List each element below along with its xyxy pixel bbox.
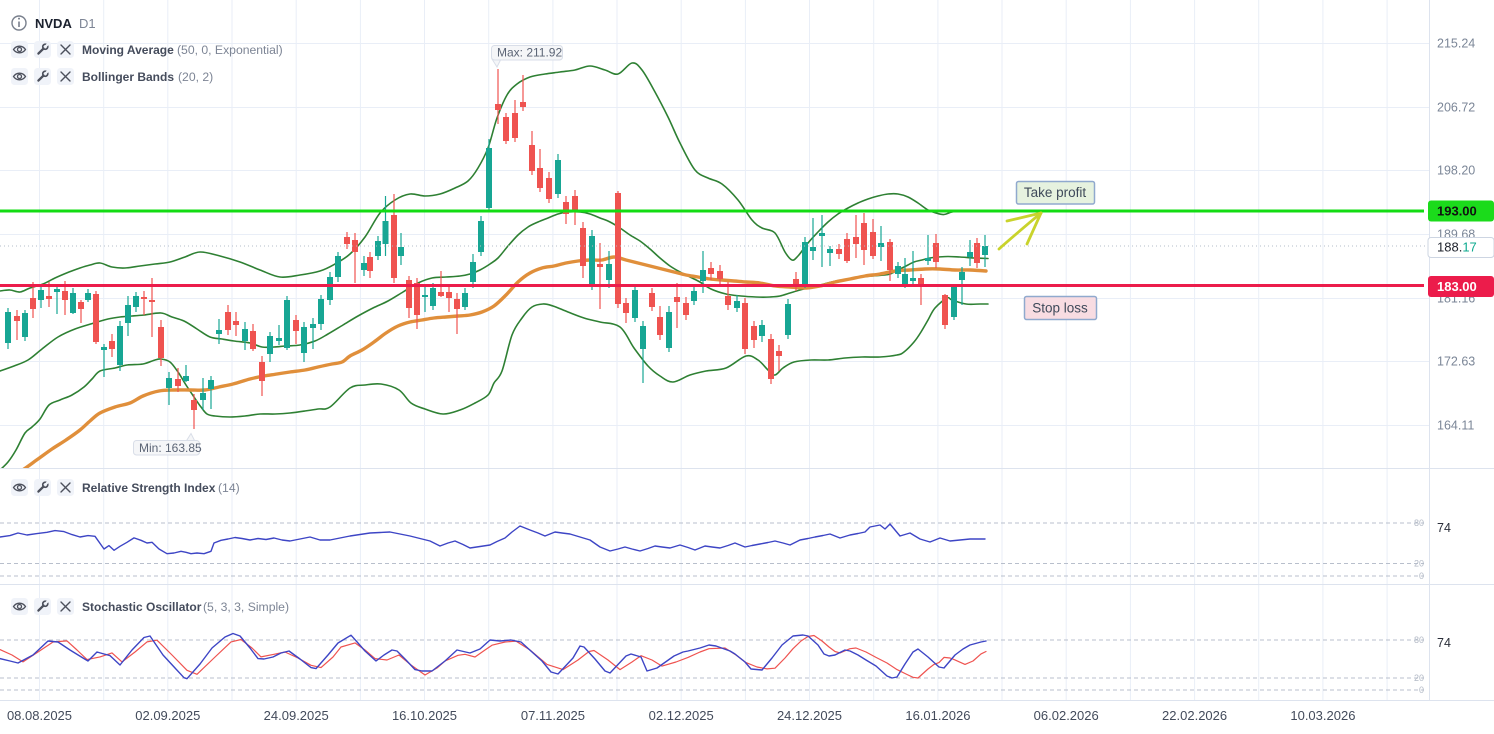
svg-text:164.11: 164.11 — [1437, 419, 1474, 433]
svg-text:06.02.2026: 06.02.2026 — [1034, 708, 1099, 723]
svg-text:(5, 3, 3, Simple): (5, 3, 3, Simple) — [203, 600, 289, 614]
svg-text:206.72: 206.72 — [1437, 101, 1475, 115]
svg-text:D1: D1 — [79, 16, 96, 31]
svg-text:16.10.2025: 16.10.2025 — [392, 708, 457, 723]
svg-text:(20, 2): (20, 2) — [178, 70, 213, 84]
svg-text:193.00: 193.00 — [1437, 204, 1477, 219]
svg-text:22.02.2026: 22.02.2026 — [1162, 708, 1227, 723]
svg-text:172.63: 172.63 — [1437, 355, 1475, 369]
svg-text:02.12.2025: 02.12.2025 — [649, 708, 714, 723]
svg-text:Min: 163.85: Min: 163.85 — [139, 441, 202, 455]
svg-text:Stop loss: Stop loss — [1032, 301, 1088, 316]
svg-text:Take profit: Take profit — [1024, 185, 1087, 200]
svg-text:80: 80 — [1414, 518, 1424, 528]
svg-text:24.12.2025: 24.12.2025 — [777, 708, 842, 723]
svg-text:Max: 211.92: Max: 211.92 — [497, 46, 562, 60]
svg-text:74: 74 — [1437, 636, 1451, 650]
svg-text:24.09.2025: 24.09.2025 — [264, 708, 329, 723]
svg-text:198.20: 198.20 — [1437, 164, 1475, 178]
svg-text:07.11.2025: 07.11.2025 — [521, 708, 585, 723]
svg-text:10.03.2026: 10.03.2026 — [1290, 708, 1355, 723]
svg-text:183.00: 183.00 — [1437, 279, 1477, 294]
svg-text:188.17: 188.17 — [1437, 240, 1477, 255]
svg-text:Relative Strength Index: Relative Strength Index — [82, 481, 216, 495]
svg-text:NVDA: NVDA — [35, 16, 72, 31]
svg-text:08.08.2025: 08.08.2025 — [7, 708, 72, 723]
svg-text:20: 20 — [1414, 559, 1424, 569]
svg-text:Bollinger Bands: Bollinger Bands — [82, 70, 174, 84]
svg-text:0: 0 — [1419, 571, 1424, 581]
svg-text:215.24: 215.24 — [1437, 37, 1475, 51]
svg-text:74: 74 — [1437, 521, 1451, 535]
svg-text:02.09.2025: 02.09.2025 — [135, 708, 200, 723]
svg-text:80: 80 — [1414, 635, 1424, 645]
svg-text:20: 20 — [1414, 673, 1424, 683]
svg-text:(50, 0, Exponential): (50, 0, Exponential) — [177, 43, 283, 57]
svg-text:16.01.2026: 16.01.2026 — [905, 708, 970, 723]
svg-text:Stochastic Oscillator: Stochastic Oscillator — [82, 600, 202, 614]
svg-text:Moving Average: Moving Average — [82, 43, 174, 57]
svg-text:(14): (14) — [218, 481, 240, 495]
svg-text:0: 0 — [1419, 685, 1424, 695]
